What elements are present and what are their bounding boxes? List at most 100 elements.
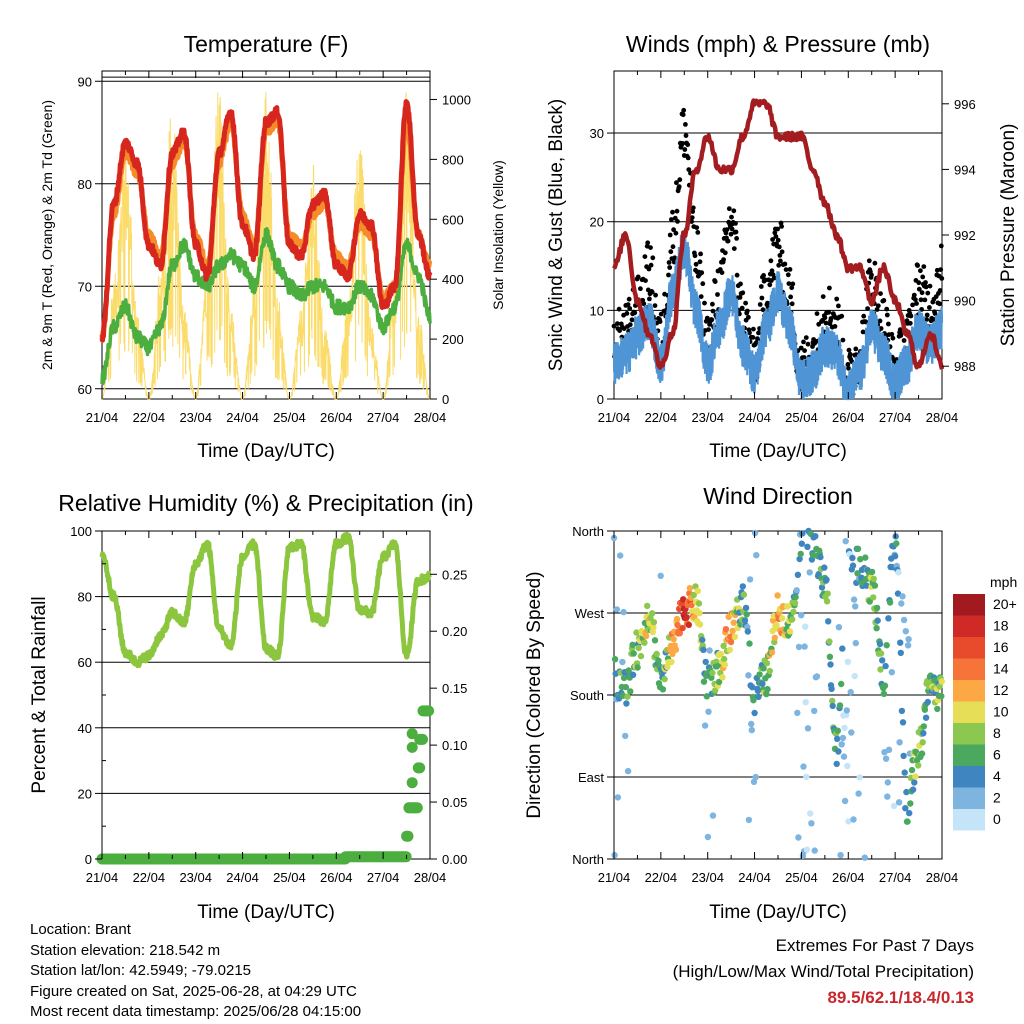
x-tick-label: 23/04 xyxy=(179,870,212,885)
gust-point xyxy=(690,209,696,214)
direction-point xyxy=(861,854,868,861)
gust-point xyxy=(805,341,811,347)
direction-point xyxy=(629,671,637,678)
direction-point xyxy=(920,723,927,730)
humidity-ylabel-left: Percent & Total Rainfall xyxy=(29,596,50,793)
x-tick-label: 25/04 xyxy=(785,410,818,425)
direction-point xyxy=(922,714,930,721)
direction-point xyxy=(885,746,893,753)
direction-point xyxy=(746,576,754,583)
direction-point xyxy=(706,647,713,654)
direction-point xyxy=(730,619,737,626)
gust-point xyxy=(629,317,635,323)
gust-point xyxy=(790,281,796,287)
direction-point xyxy=(644,602,651,610)
gust-point xyxy=(924,312,930,318)
humidity-title: Relative Humidity (%) & Precipitation (i… xyxy=(58,490,473,516)
gust-point xyxy=(729,214,734,220)
gust-point xyxy=(625,302,631,307)
direction-point xyxy=(731,633,739,640)
gust-point xyxy=(939,276,945,281)
gust-point xyxy=(886,321,891,327)
gust-point xyxy=(706,327,711,332)
gust-point xyxy=(923,284,929,290)
legend-swatch xyxy=(953,744,985,766)
gust-point xyxy=(814,311,820,316)
gust-point xyxy=(776,262,782,268)
direction-point xyxy=(895,569,902,576)
direction-point xyxy=(729,627,736,635)
gust-point xyxy=(760,307,766,313)
direction-point xyxy=(850,816,857,823)
precipitation-series xyxy=(96,705,435,865)
direction-point xyxy=(680,596,687,603)
direction-point xyxy=(699,636,706,644)
gust-point xyxy=(674,208,680,214)
direction-point xyxy=(823,576,830,583)
direction-point xyxy=(918,750,926,757)
gust-point xyxy=(788,294,793,300)
direction-point xyxy=(900,752,907,760)
gust-point xyxy=(734,272,740,278)
direction-point xyxy=(844,762,851,770)
direction-point xyxy=(704,833,712,841)
direction-point xyxy=(642,632,650,640)
direction-point xyxy=(907,800,914,807)
direction-point xyxy=(650,619,658,626)
gust-point xyxy=(758,284,764,289)
direction-point xyxy=(898,707,906,715)
legend-swatch xyxy=(953,637,985,659)
x-tick-label: 26/04 xyxy=(832,870,865,885)
direction-point xyxy=(936,683,943,690)
legend-label: 0 xyxy=(993,811,1001,827)
direction-point xyxy=(900,616,908,624)
direction-point xyxy=(838,680,845,688)
y-tick-label: East xyxy=(578,770,604,785)
direction-point xyxy=(672,646,680,653)
direction-point xyxy=(624,693,631,700)
gust-point xyxy=(757,302,763,307)
gust-point xyxy=(744,308,750,314)
temperature-ticks: 60 70 80 90 0 200 400 600 800 1000 21/04 22/04 23/04… xyxy=(78,71,471,425)
gust-point xyxy=(786,281,792,286)
gust-point xyxy=(847,351,853,357)
direction-point xyxy=(790,608,797,616)
gust-point xyxy=(771,275,777,281)
direction-point xyxy=(902,805,909,812)
gust-point xyxy=(872,260,878,266)
direction-point xyxy=(637,652,645,660)
direction-point xyxy=(703,693,710,700)
station-info: Location: Brant Station elevation: 218.5… xyxy=(30,920,361,1023)
direction-point xyxy=(655,657,662,664)
legend-swatch xyxy=(953,723,985,745)
y-tick-label: 80 xyxy=(78,177,92,192)
legend-swatch xyxy=(953,594,985,616)
gust-point xyxy=(938,267,944,272)
gust-point xyxy=(737,295,743,300)
direction-point xyxy=(802,699,809,706)
gust-point xyxy=(683,122,688,127)
gust-point xyxy=(775,226,780,232)
gust-point xyxy=(669,217,674,222)
gust-point xyxy=(911,292,917,298)
direction-point xyxy=(796,555,803,563)
x-tick-label: 26/04 xyxy=(320,870,353,885)
gust-point xyxy=(860,329,866,335)
direction-title: Wind Direction xyxy=(703,483,853,509)
y-tick-label: 80 xyxy=(78,590,92,605)
direction-point xyxy=(650,624,657,631)
gust-point xyxy=(756,330,761,336)
gust-point xyxy=(675,219,680,224)
legend-swatch xyxy=(953,680,985,702)
direction-point xyxy=(786,628,794,635)
direction-point xyxy=(898,600,905,607)
direction-point xyxy=(766,667,773,675)
gust-point xyxy=(937,301,942,307)
direction-point xyxy=(613,606,620,613)
gust-point xyxy=(927,305,932,310)
gust-point xyxy=(635,274,641,280)
gust-point xyxy=(689,215,695,221)
direction-point xyxy=(806,569,813,576)
direction-point xyxy=(720,642,727,650)
